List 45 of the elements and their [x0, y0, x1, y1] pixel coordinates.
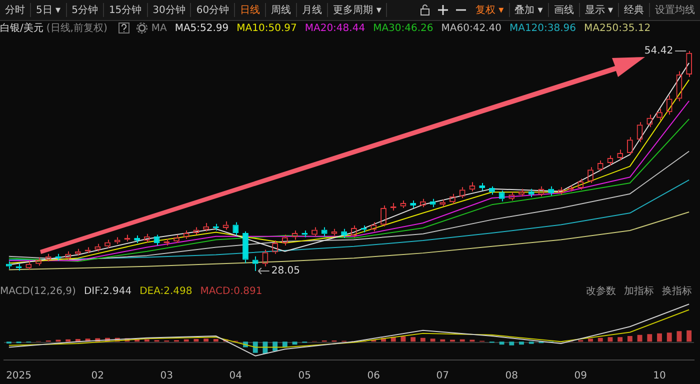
- text: DIF:2.944: [84, 286, 132, 296]
- legend-title: MA: [151, 22, 167, 34]
- text: 日线: [235, 3, 266, 17]
- text: 经典: [619, 3, 650, 17]
- text: 5日 ▾: [31, 3, 67, 17]
- text: MA120:38.96: [509, 22, 576, 34]
- text: DEA:2.498: [140, 286, 192, 296]
- text: 复权 ▾: [470, 3, 510, 17]
- x-tick-label: 04: [229, 370, 242, 382]
- chart-title: MACD(12,26,9): [0, 286, 76, 296]
- x-tick-label: 2025: [6, 370, 32, 382]
- text: 60分钟: [191, 3, 236, 17]
- text: 加指标: [624, 284, 654, 298]
- x-tick-label: 06: [367, 370, 380, 382]
- chart-subtitle: (日线,前复权): [46, 22, 108, 35]
- text: 周线: [266, 3, 298, 17]
- text: MA60:42.40: [441, 22, 502, 34]
- text: 设置均线: [654, 4, 696, 17]
- x-tick-label: 09: [574, 370, 588, 382]
- text: 月线: [297, 3, 328, 17]
- text: 15分钟: [104, 3, 148, 17]
- text: 显示 ▾: [580, 3, 619, 17]
- text: MA30:46.26: [373, 22, 434, 34]
- text: 30分钟: [148, 3, 192, 17]
- x-tick-label: 05: [298, 370, 312, 382]
- x-tick-label: 03: [160, 370, 174, 382]
- text: MA10:50.97: [236, 22, 297, 34]
- text: 换指标: [662, 284, 692, 298]
- text: MACD:0.891: [200, 286, 262, 296]
- x-tick-label: 02: [91, 370, 104, 382]
- text: 分时: [0, 3, 31, 17]
- x-tick-label: 10: [653, 370, 666, 382]
- text: MA20:48.44: [304, 22, 366, 34]
- text: 画线: [548, 3, 580, 17]
- chart-title: 白银/美元: [0, 22, 44, 35]
- annotation: 54.42: [644, 46, 674, 57]
- text: 叠加 ▾: [510, 3, 549, 17]
- annotation: 28.05: [271, 266, 300, 277]
- x-tick-label: 08: [505, 370, 518, 382]
- text: 5分钟: [66, 3, 104, 17]
- text: MA5:52.99: [174, 22, 229, 34]
- text: 更多周期 ▾: [328, 3, 388, 17]
- text: MA250:35.12: [584, 22, 651, 34]
- x-tick-label: 07: [436, 370, 450, 382]
- text: 改参数: [586, 284, 616, 298]
